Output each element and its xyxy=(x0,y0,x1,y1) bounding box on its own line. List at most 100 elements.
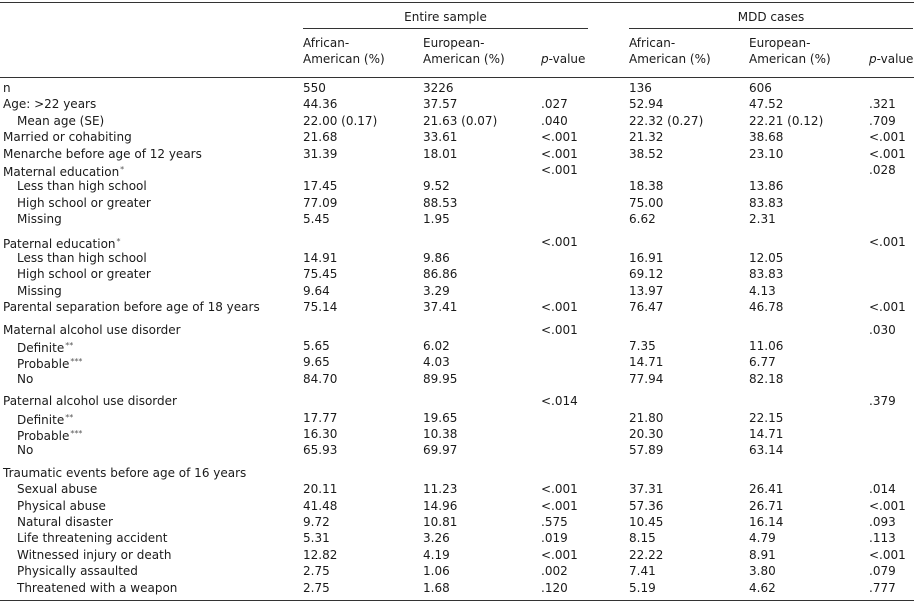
cell: 5.65 xyxy=(303,339,330,353)
cell: 21.32 xyxy=(629,130,664,145)
row-label: Maternal education* xyxy=(3,162,124,180)
footnote-mark: * xyxy=(116,236,121,246)
cell: 75.14 xyxy=(303,300,338,315)
row-label: No xyxy=(17,442,33,458)
cell: 77.09 xyxy=(303,195,338,210)
cell: 69.97 xyxy=(423,443,458,458)
cell: .002 xyxy=(541,564,568,579)
row-label: Paternal education* xyxy=(3,234,121,252)
row-label: Witnessed injury or death xyxy=(17,547,171,563)
row-label-text: Witnessed injury or death xyxy=(17,547,172,562)
row-label: High school or greater xyxy=(17,266,151,282)
cell: 21.63 (0.07) xyxy=(423,113,498,128)
row-label: Traumatic events before age of 16 years xyxy=(3,465,246,481)
cell: .379 xyxy=(869,394,896,409)
cell: 57.36 xyxy=(629,498,664,513)
row-label-text: Probable xyxy=(17,357,70,372)
cell: 46.78 xyxy=(749,300,784,315)
cell: 13.86 xyxy=(749,179,784,194)
cell: 12.05 xyxy=(749,251,784,265)
cell: 22.15 xyxy=(749,410,784,425)
row-label-text: No xyxy=(17,371,34,386)
cell: 136 xyxy=(629,81,652,95)
cell: 2.75 xyxy=(303,564,330,579)
cell: 14.96 xyxy=(423,498,458,513)
row-label: Less than high school xyxy=(17,250,147,266)
cell: 33.61 xyxy=(423,130,458,145)
group-rule xyxy=(303,28,588,29)
row-label-text: Missing xyxy=(17,212,62,227)
cell: 26.71 xyxy=(749,498,784,513)
cell: <.001 xyxy=(869,498,906,513)
cell: 38.68 xyxy=(749,130,784,145)
cell: .040 xyxy=(541,113,568,128)
cell: .028 xyxy=(869,163,896,177)
group-title: MDD cases xyxy=(737,10,805,24)
cell: <.001 xyxy=(541,300,578,315)
column-header: p-value xyxy=(541,52,586,66)
row-label: Physically assaulted xyxy=(17,563,138,579)
cell: 14.71 xyxy=(629,355,664,370)
row-label-text: n xyxy=(3,81,11,95)
cell: 57.89 xyxy=(629,443,664,458)
cell: 8.91 xyxy=(749,547,776,562)
footnote-mark: *** xyxy=(70,357,83,367)
cell: 14.91 xyxy=(303,251,338,265)
cell: 3226 xyxy=(423,81,454,95)
cell: <.001 xyxy=(541,234,578,249)
cell: 22.22 xyxy=(629,547,664,562)
cell: <.001 xyxy=(541,146,578,161)
cell: 52.94 xyxy=(629,97,664,112)
cell: .575 xyxy=(541,515,568,529)
cell: 13.97 xyxy=(629,283,664,298)
row-label: Age: >22 years xyxy=(3,96,96,112)
cell: .014 xyxy=(869,482,896,497)
column-header: American (%) xyxy=(303,52,385,66)
column-header: American (%) xyxy=(423,52,505,66)
row-label: Menarche before age of 12 years xyxy=(3,146,202,162)
cell: 7.41 xyxy=(629,564,656,579)
group-title: Entire sample xyxy=(404,10,487,24)
row-label: Threatened with a weapon xyxy=(17,580,177,596)
cell: 37.57 xyxy=(423,97,458,112)
cell: <.001 xyxy=(869,547,906,562)
cell: <.001 xyxy=(869,146,906,161)
bottom-rule xyxy=(0,600,914,601)
cell: .709 xyxy=(869,113,896,128)
cell: 17.77 xyxy=(303,410,338,425)
row-label-text: High school or greater xyxy=(17,195,151,210)
cell: 9.64 xyxy=(303,283,330,298)
cell: 4.79 xyxy=(749,531,776,546)
cell: 20.11 xyxy=(303,482,338,497)
row-label: Probable*** xyxy=(17,426,82,444)
cell: 10.45 xyxy=(629,515,664,529)
cell: 76.47 xyxy=(629,300,664,315)
cell: <.001 xyxy=(541,547,578,562)
cell: 18.01 xyxy=(423,146,458,161)
row-label-text: Missing xyxy=(17,283,62,298)
cell: 3.80 xyxy=(749,564,776,579)
column-header: American (%) xyxy=(749,52,831,66)
row-label: Life threatening accident xyxy=(17,530,167,546)
cell: .321 xyxy=(869,97,896,112)
cell: 21.68 xyxy=(303,130,338,145)
row-label: Maternal alcohol use disorder xyxy=(3,322,181,338)
cell: 6.77 xyxy=(749,355,776,370)
cell: 6.62 xyxy=(629,212,656,227)
footnote-mark: * xyxy=(120,165,125,174)
cell: 11.23 xyxy=(423,482,458,497)
header-rule xyxy=(0,77,914,78)
cell: <.001 xyxy=(869,130,906,145)
cell: <.001 xyxy=(541,322,578,337)
row-label-text: Paternal alcohol use disorder xyxy=(3,394,177,409)
row-label: Married or cohabiting xyxy=(3,129,132,145)
cell: 12.82 xyxy=(303,547,338,562)
cell: 37.31 xyxy=(629,482,664,497)
row-label: High school or greater xyxy=(17,195,151,211)
row-label-text: Mean age (SE) xyxy=(17,113,105,128)
row-label-text: Married or cohabiting xyxy=(3,130,132,145)
row-label: Missing xyxy=(17,211,62,227)
row-label: Probable*** xyxy=(17,354,82,372)
cell: 5.19 xyxy=(629,580,656,595)
